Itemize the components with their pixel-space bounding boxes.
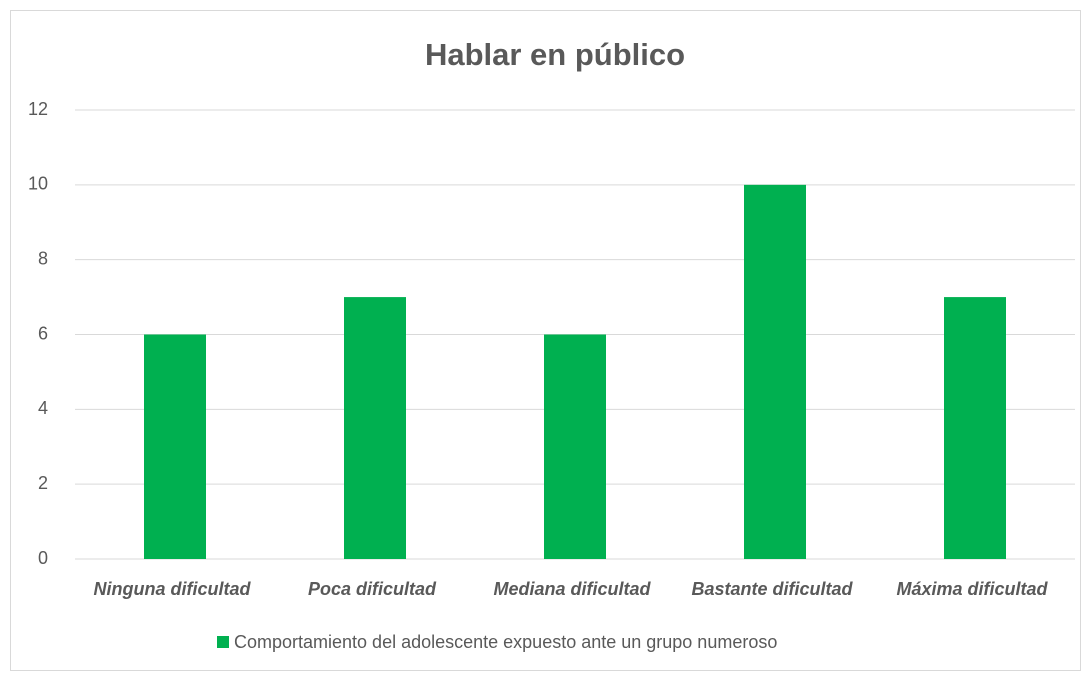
bar — [744, 184, 806, 560]
bar — [544, 334, 606, 559]
y-tick-label: 8 — [38, 248, 48, 268]
bar — [344, 297, 406, 559]
bar — [944, 297, 1006, 559]
x-tick-label: Ninguna dificultad — [94, 579, 252, 599]
y-tick-label: 0 — [38, 548, 48, 568]
y-tick-label: 4 — [38, 398, 48, 418]
y-tick-label: 2 — [38, 473, 48, 493]
bar — [144, 334, 206, 559]
y-tick-label: 10 — [28, 174, 48, 194]
x-tick-label: Máxima dificultad — [896, 579, 1048, 599]
x-tick-label: Bastante dificultad — [691, 579, 853, 599]
chart-title: Hablar en público — [425, 37, 685, 72]
y-tick-label: 12 — [28, 99, 48, 119]
legend-label: Comportamiento del adolescente expuesto … — [234, 632, 777, 652]
x-tick-label: Mediana dificultad — [493, 579, 651, 599]
x-tick-label: Poca dificultad — [308, 579, 437, 599]
legend-swatch — [217, 636, 229, 648]
y-tick-label: 6 — [38, 323, 48, 343]
